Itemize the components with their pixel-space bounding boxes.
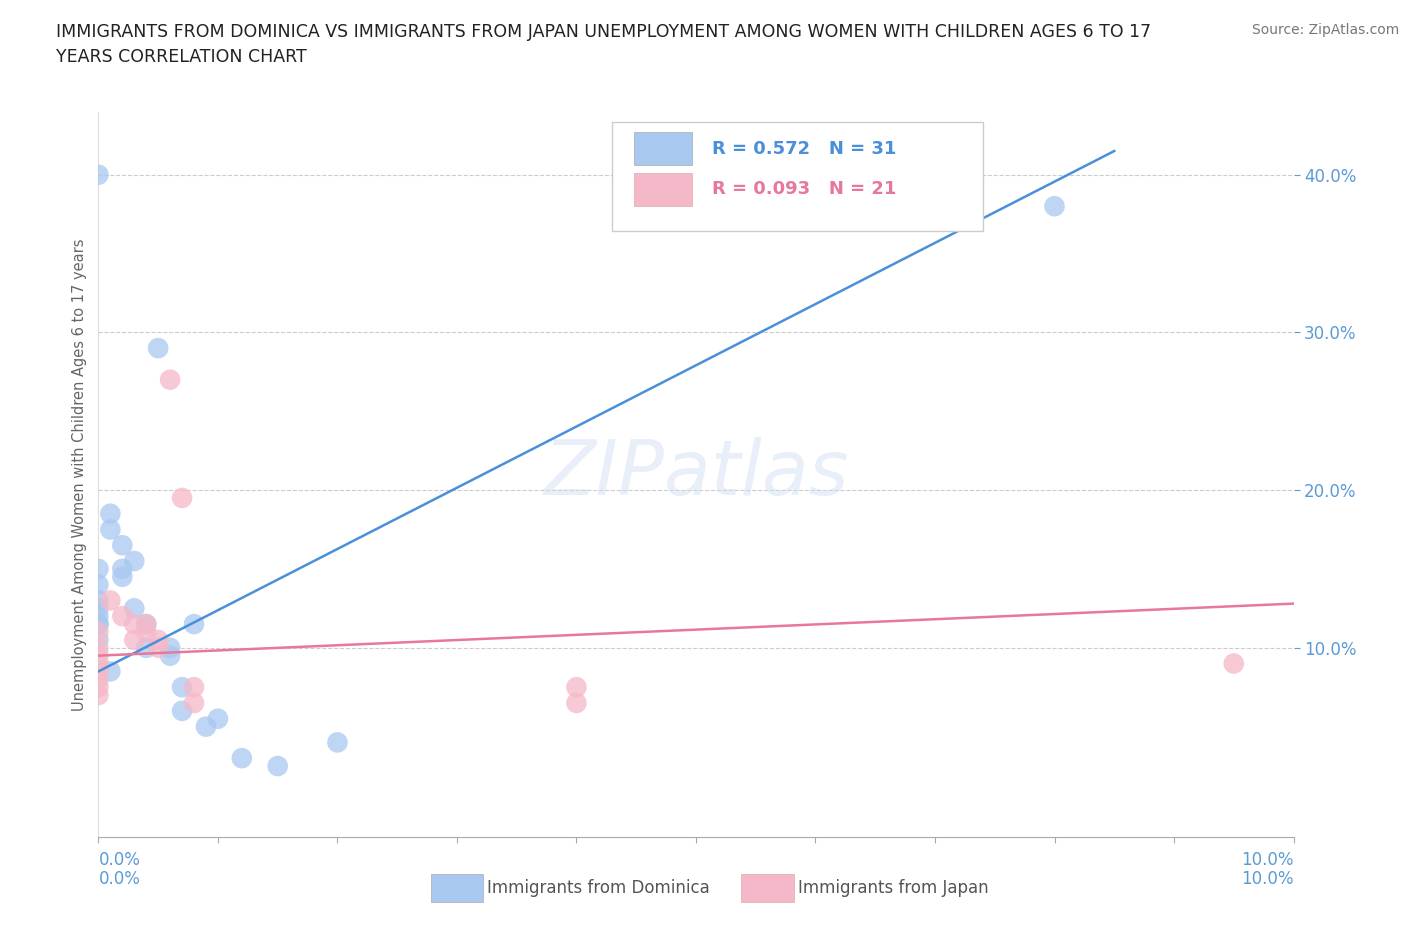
Point [98, 522, 122, 537]
Point [135, 617, 157, 631]
Point [172, 490, 194, 505]
Point [1043, 199, 1066, 214]
Point [87, 687, 110, 702]
Point [87, 648, 110, 663]
Point [98, 506, 122, 521]
Point [87, 578, 110, 592]
Point [98, 664, 122, 679]
Text: Immigrants from Japan: Immigrants from Japan [797, 879, 988, 897]
FancyBboxPatch shape [612, 123, 983, 232]
Text: YEARS CORRELATION CHART: YEARS CORRELATION CHART [56, 48, 307, 66]
Point [183, 617, 205, 631]
Point [124, 553, 146, 568]
Point [87, 664, 110, 679]
Text: Immigrants from Dominica: Immigrants from Dominica [486, 879, 710, 897]
Text: 10.0%: 10.0% [1241, 870, 1294, 887]
Point [87, 601, 110, 616]
Point [148, 641, 170, 656]
Text: ZIPatlas: ZIPatlas [543, 437, 849, 512]
Point [565, 696, 588, 711]
Text: 0.0%: 0.0% [98, 870, 141, 887]
Point [135, 617, 157, 631]
Point [124, 601, 146, 616]
Point [148, 632, 170, 647]
Point [159, 372, 181, 387]
Point [87, 641, 110, 656]
FancyBboxPatch shape [430, 873, 484, 902]
Point [87, 167, 110, 182]
Point [148, 340, 170, 355]
Text: 0.0%: 0.0% [98, 851, 141, 869]
Point [87, 617, 110, 631]
Text: R = 0.572   N = 31: R = 0.572 N = 31 [711, 140, 896, 157]
Text: Source: ZipAtlas.com: Source: ZipAtlas.com [1251, 23, 1399, 37]
Point [565, 680, 588, 695]
Point [172, 703, 194, 718]
Point [111, 569, 134, 584]
Point [267, 759, 290, 774]
Point [98, 593, 122, 608]
Point [124, 617, 146, 631]
Point [194, 719, 218, 734]
Point [183, 696, 205, 711]
Point [124, 632, 146, 647]
Point [159, 648, 181, 663]
FancyBboxPatch shape [634, 132, 692, 166]
Point [207, 711, 229, 726]
Point [135, 641, 157, 656]
FancyBboxPatch shape [634, 173, 692, 206]
Point [183, 680, 205, 695]
Point [87, 609, 110, 624]
Point [87, 593, 110, 608]
Text: R = 0.093   N = 21: R = 0.093 N = 21 [711, 180, 896, 198]
FancyBboxPatch shape [741, 873, 794, 902]
Point [1223, 656, 1246, 671]
Point [111, 562, 134, 577]
Point [111, 609, 134, 624]
Point [111, 538, 134, 552]
Point [87, 617, 110, 631]
Text: IMMIGRANTS FROM DOMINICA VS IMMIGRANTS FROM JAPAN UNEMPLOYMENT AMONG WOMEN WITH : IMMIGRANTS FROM DOMINICA VS IMMIGRANTS F… [56, 23, 1152, 41]
Y-axis label: Unemployment Among Women with Children Ages 6 to 17 years: Unemployment Among Women with Children A… [72, 238, 87, 711]
Point [172, 680, 194, 695]
Point [87, 625, 110, 640]
Point [87, 562, 110, 577]
Text: 10.0%: 10.0% [1241, 851, 1294, 869]
Point [87, 680, 110, 695]
Point [159, 641, 181, 656]
Point [87, 671, 110, 686]
Point [87, 656, 110, 671]
Point [231, 751, 253, 765]
Point [326, 735, 349, 750]
Point [87, 632, 110, 647]
Point [135, 625, 157, 640]
